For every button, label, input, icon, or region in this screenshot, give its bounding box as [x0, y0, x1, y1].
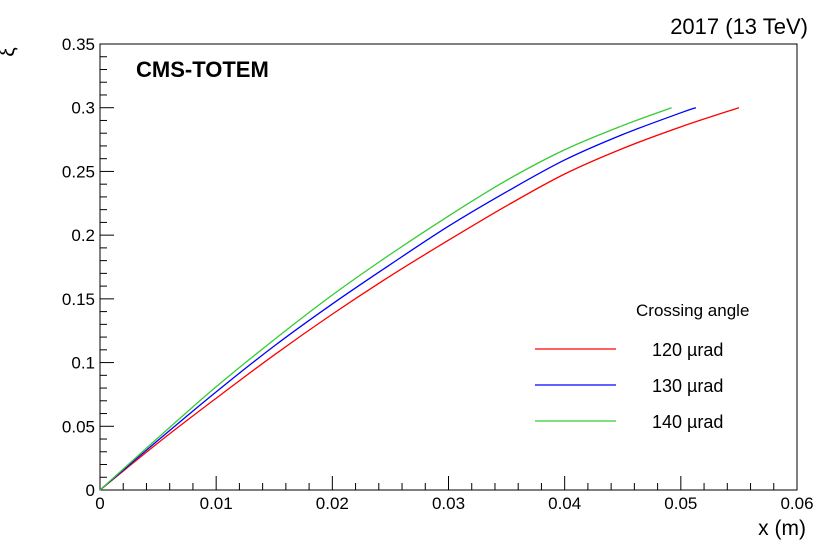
experiment-label: CMS-TOTEM: [136, 57, 269, 82]
y-tick-label: 0.3: [71, 99, 95, 118]
y-axis-ticks: 0 0.05 0.1 0.15 0.2 0.25 0.3 0.35: [62, 35, 114, 500]
legend-label: 130 µrad: [652, 376, 723, 396]
legend-label: 140 µrad: [652, 412, 723, 432]
series-lines: [99, 107, 740, 491]
x-axis-ticks: 0 0.01 0.02 0.03 0.04 0.05 0.06: [95, 476, 814, 513]
y-tick-label: 0.1: [71, 354, 95, 373]
y-tick-label: 0.15: [62, 290, 95, 309]
x-tick-label: 0.06: [780, 494, 813, 513]
legend-label: 120 µrad: [652, 340, 723, 360]
x-axis-title: x (m): [758, 517, 806, 540]
x-tick-label: 0.02: [316, 494, 349, 513]
series-line: [99, 107, 740, 491]
x-tick-label: 0: [95, 494, 104, 513]
x-tick-label: 0.05: [664, 494, 697, 513]
top-right-label: 2017 (13 TeV): [670, 14, 808, 39]
legend: Crossing angle 120 µrad 130 µrad 140 µrad: [535, 301, 749, 432]
series-line: [99, 107, 697, 491]
x-tick-label: 0.01: [200, 494, 233, 513]
legend-title: Crossing angle: [636, 301, 749, 320]
y-axis-title: ξ: [0, 47, 19, 56]
series-line: [99, 107, 672, 491]
y-tick-label: 0.25: [62, 162, 95, 181]
y-tick-label: 0.35: [62, 35, 95, 54]
y-tick-label: 0.05: [62, 417, 95, 436]
x-tick-label: 0.04: [548, 494, 581, 513]
y-tick-label: 0: [86, 481, 95, 500]
y-tick-label: 0.2: [71, 226, 95, 245]
x-tick-label: 0.03: [432, 494, 465, 513]
